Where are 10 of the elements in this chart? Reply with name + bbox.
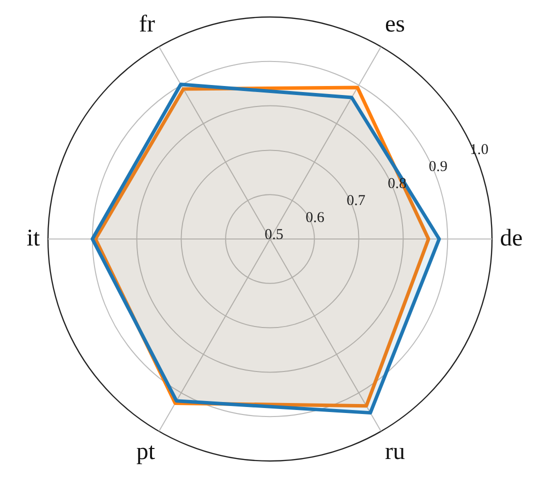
spoke-label: ru <box>385 438 406 465</box>
spoke-label: fr <box>139 12 155 38</box>
spoke-label: es <box>385 12 406 38</box>
y-tick-label: 0.9 <box>428 158 448 175</box>
spoke-label: de <box>500 225 523 252</box>
y-tick-label: 0.6 <box>306 210 325 226</box>
y-tick-label: 0.5 <box>264 226 284 243</box>
y-tick-label: 0.7 <box>346 192 366 209</box>
spoke-label: pt <box>136 438 156 465</box>
spoke-label: it <box>26 225 40 252</box>
